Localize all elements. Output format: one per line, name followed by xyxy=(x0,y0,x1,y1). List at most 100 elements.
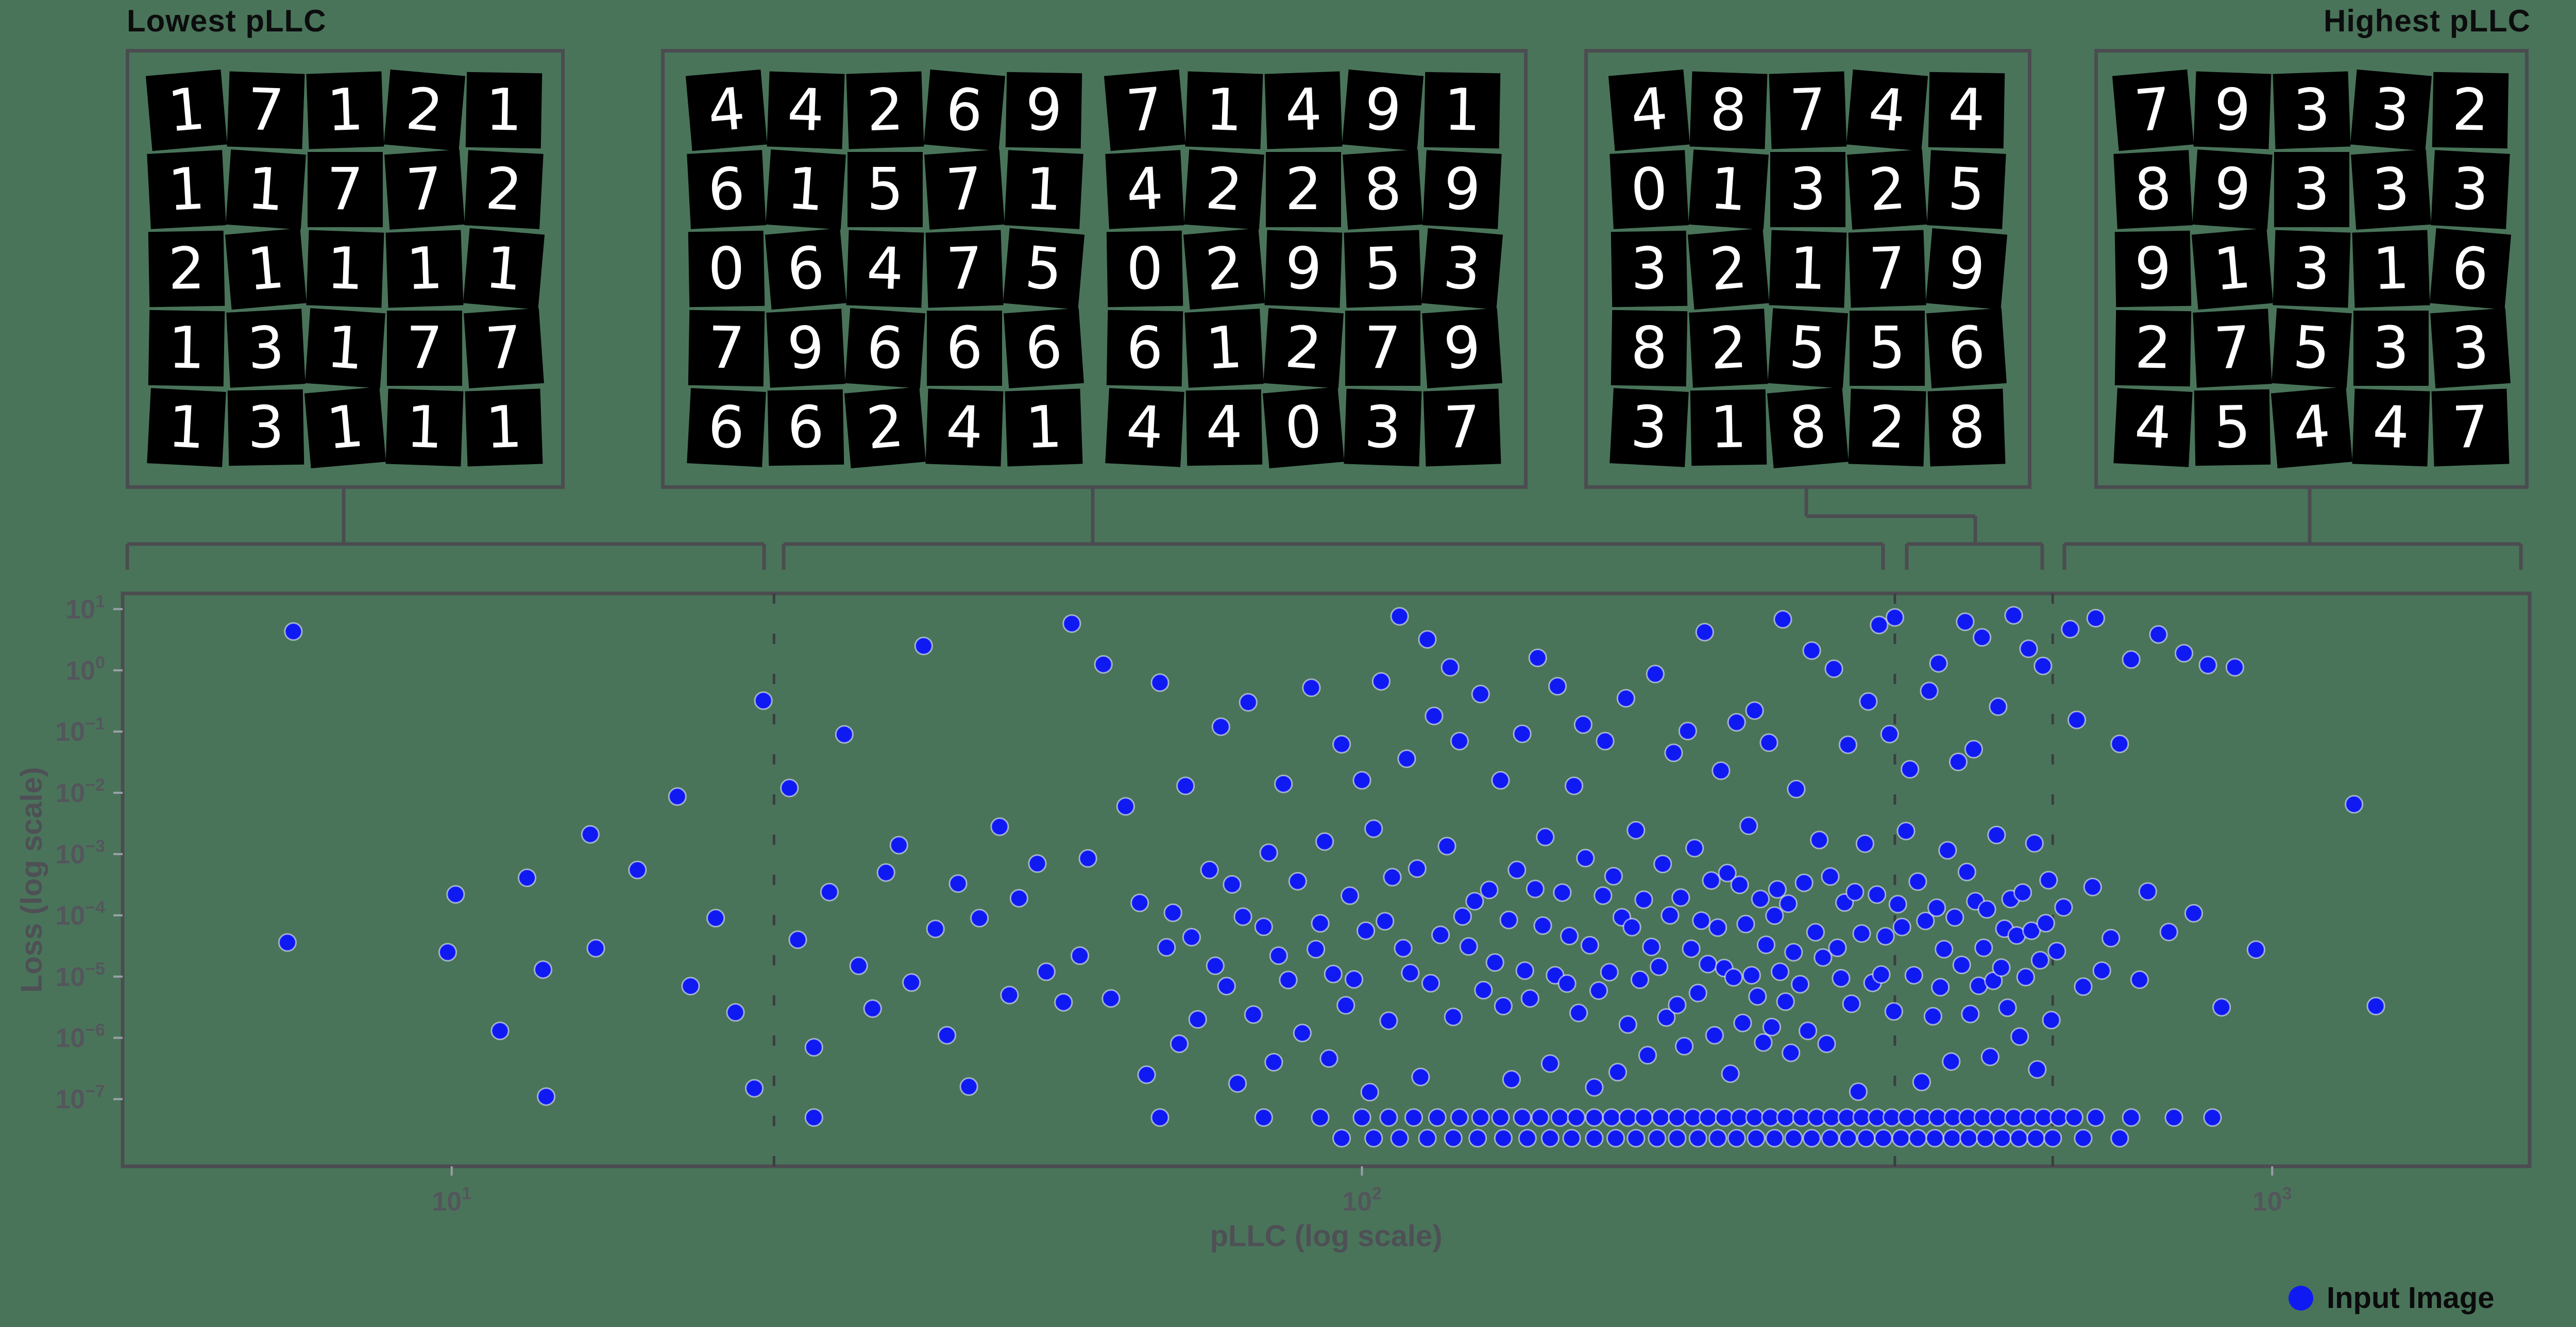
scatter-point[interactable] xyxy=(1688,983,1707,1002)
scatter-point[interactable] xyxy=(446,885,465,904)
scatter-point[interactable] xyxy=(1699,955,1718,974)
scatter-point[interactable] xyxy=(780,778,799,797)
scatter-point[interactable] xyxy=(1336,996,1355,1015)
scatter-point[interactable] xyxy=(1931,978,1950,997)
scatter-point[interactable] xyxy=(863,999,882,1018)
scatter-point[interactable] xyxy=(1821,867,1840,886)
scatter-point[interactable] xyxy=(1739,816,1758,835)
scatter-point[interactable] xyxy=(788,930,807,949)
scatter-point[interactable] xyxy=(1494,1129,1513,1148)
scatter-point[interactable] xyxy=(849,956,868,975)
scatter-point[interactable] xyxy=(1596,731,1615,751)
scatter-point[interactable] xyxy=(1459,937,1478,956)
scatter-point[interactable] xyxy=(1502,1070,1521,1089)
scatter-point[interactable] xyxy=(2019,639,2038,658)
scatter-point[interactable] xyxy=(1920,682,1939,701)
scatter-point[interactable] xyxy=(1802,1129,1821,1148)
scatter-point[interactable] xyxy=(284,622,303,641)
scatter-point[interactable] xyxy=(1357,921,1376,940)
scatter-point[interactable] xyxy=(1884,1002,1903,1021)
scatter-point[interactable] xyxy=(1157,938,1176,957)
scatter-point[interactable] xyxy=(2013,883,2032,902)
scatter-point[interactable] xyxy=(1973,1108,1992,1127)
scatter-point[interactable] xyxy=(1311,1108,1330,1127)
scatter-point[interactable] xyxy=(586,939,605,958)
scatter-point[interactable] xyxy=(1989,697,2008,716)
scatter-point[interactable] xyxy=(1150,1108,1170,1127)
scatter-point[interactable] xyxy=(2026,1129,2045,1148)
scatter-point[interactable] xyxy=(1071,946,1090,965)
scatter-point[interactable] xyxy=(1594,886,1613,905)
scatter-point[interactable] xyxy=(1874,1129,1893,1148)
scatter-point[interactable] xyxy=(1745,1108,1764,1127)
scatter-point[interactable] xyxy=(1254,1108,1273,1127)
scatter-point[interactable] xyxy=(2366,997,2385,1015)
scatter-point[interactable] xyxy=(2138,882,2157,901)
scatter-point[interactable] xyxy=(1513,724,1532,743)
scatter-point[interactable] xyxy=(1054,993,1073,1012)
scatter-point[interactable] xyxy=(1000,985,1019,1005)
scatter-point[interactable] xyxy=(1715,1108,1734,1127)
scatter-point[interactable] xyxy=(1964,740,1983,759)
scatter-point[interactable] xyxy=(1762,1017,1781,1036)
scatter-point[interactable] xyxy=(990,817,1009,836)
scatter-point[interactable] xyxy=(1418,630,1437,649)
scatter-point[interactable] xyxy=(1341,886,1360,905)
scatter-point[interactable] xyxy=(1634,1108,1653,1127)
scatter-point[interactable] xyxy=(1531,1108,1550,1127)
scatter-point[interactable] xyxy=(1150,673,1170,692)
scatter-point[interactable] xyxy=(1923,1007,1942,1026)
scatter-point[interactable] xyxy=(1791,975,1810,994)
scatter-point[interactable] xyxy=(1302,678,1321,697)
scatter-point[interactable] xyxy=(2184,904,2203,923)
scatter-point[interactable] xyxy=(1891,1129,1910,1148)
scatter-point[interactable] xyxy=(1668,995,1687,1014)
scatter-point[interactable] xyxy=(1371,672,1391,691)
scatter-point[interactable] xyxy=(1821,1129,1840,1148)
scatter-point[interactable] xyxy=(1062,614,1081,633)
scatter-point[interactable] xyxy=(1188,1010,1207,1029)
scatter-point[interactable] xyxy=(1699,1108,1718,1127)
scatter-point[interactable] xyxy=(1288,872,1307,891)
scatter-point[interactable] xyxy=(2009,1129,2028,1148)
scatter-point[interactable] xyxy=(1604,866,1623,886)
scatter-point[interactable] xyxy=(1824,659,1843,678)
scatter-point[interactable] xyxy=(1437,837,1456,856)
scatter-point[interactable] xyxy=(754,691,773,710)
scatter-point[interactable] xyxy=(1223,875,1242,894)
scatter-point[interactable] xyxy=(1602,1108,1621,1127)
scatter-point[interactable] xyxy=(1973,628,1992,647)
scatter-point[interactable] xyxy=(1274,774,1293,793)
scatter-point[interactable] xyxy=(1708,1129,1727,1148)
scatter-point[interactable] xyxy=(1648,1129,1667,1148)
scatter-point[interactable] xyxy=(1345,970,1363,989)
scatter-point[interactable] xyxy=(1852,924,1871,943)
scatter-point[interactable] xyxy=(2074,1129,2093,1148)
scatter-point[interactable] xyxy=(1494,997,1513,1015)
scatter-point[interactable] xyxy=(1668,1129,1687,1148)
scatter-point[interactable] xyxy=(1688,1129,1707,1148)
scatter-point[interactable] xyxy=(1560,927,1579,945)
scatter-point[interactable] xyxy=(1404,1108,1423,1127)
scatter-point[interactable] xyxy=(1569,1003,1588,1023)
scatter-point[interactable] xyxy=(2010,1027,2029,1046)
scatter-point[interactable] xyxy=(1742,966,1761,985)
scatter-point[interactable] xyxy=(1685,839,1704,858)
scatter-point[interactable] xyxy=(1585,1108,1604,1127)
scatter-point[interactable] xyxy=(1533,916,1552,935)
scatter-point[interactable] xyxy=(970,909,989,928)
scatter-point[interactable] xyxy=(1254,917,1273,937)
scatter-point[interactable] xyxy=(668,787,687,806)
scatter-point[interactable] xyxy=(2345,795,2364,814)
scatter-point[interactable] xyxy=(1618,1015,1637,1034)
scatter-point[interactable] xyxy=(876,863,895,882)
scatter-point[interactable] xyxy=(2033,656,2053,675)
scatter-point[interactable] xyxy=(1324,964,1343,983)
scatter-point[interactable] xyxy=(1319,1049,1338,1068)
scatter-point[interactable] xyxy=(1857,1129,1876,1148)
scatter-point[interactable] xyxy=(1239,693,1258,712)
scatter-point[interactable] xyxy=(1557,974,1577,993)
scatter-point[interactable] xyxy=(1945,908,1964,927)
scatter-point[interactable] xyxy=(1037,962,1056,981)
scatter-point[interactable] xyxy=(1390,607,1409,626)
